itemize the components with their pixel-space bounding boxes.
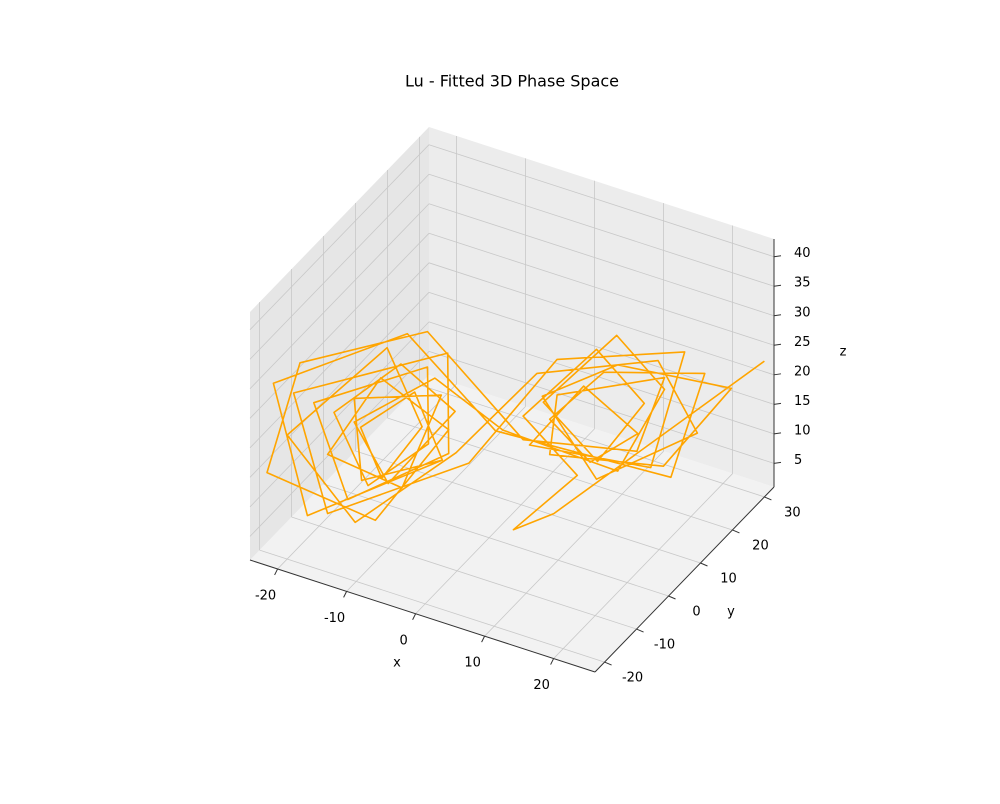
- grid-line: [387, 417, 733, 531]
- grid-line: [249, 173, 430, 360]
- y-tick: [668, 595, 676, 600]
- x-tick: [481, 635, 486, 643]
- z-tick-label: 5: [794, 453, 802, 468]
- left-pane: [250, 127, 429, 560]
- z-tick-label: 40: [794, 246, 811, 261]
- grid-line: [249, 351, 430, 537]
- back-pane: [429, 127, 774, 487]
- y-tick-label: 20: [752, 538, 769, 553]
- x-tick-label: 10: [464, 656, 481, 671]
- grid-line: [553, 473, 733, 659]
- z-tick-label: 15: [794, 394, 811, 409]
- y-tick-label: 30: [784, 505, 801, 520]
- grid-line: [249, 233, 430, 419]
- grid-line: [249, 144, 430, 330]
- y-tick: [636, 628, 644, 633]
- grid-line: [291, 516, 637, 630]
- z-tick: [773, 461, 782, 464]
- grid-line: [428, 232, 775, 346]
- grid-line: [259, 549, 605, 663]
- x-tick-label: -10: [324, 611, 345, 626]
- grid-line: [428, 203, 775, 317]
- grid-line: [428, 173, 775, 287]
- grid-line: [277, 383, 457, 570]
- chart-title: Lu - Fitted 3D Phase Space: [405, 72, 619, 91]
- trajectory: [266, 330, 765, 531]
- y-tick-label: 0: [692, 605, 700, 620]
- y-axis-label: y: [727, 605, 735, 620]
- y-tick: [732, 529, 740, 534]
- y-tick: [604, 661, 612, 666]
- grid-line: [323, 483, 669, 597]
- z-tick: [773, 314, 782, 317]
- grid-line: [415, 428, 595, 615]
- grid-line: [428, 351, 775, 464]
- z-tick-label: 20: [794, 364, 811, 379]
- z-tick-label: 30: [794, 305, 811, 320]
- y-tick: [764, 496, 772, 501]
- x-tick: [412, 613, 417, 620]
- y-axis-line: [594, 486, 775, 673]
- y-tick-label: -20: [622, 671, 643, 686]
- z-tick: [773, 284, 782, 287]
- grid-line: [484, 450, 664, 637]
- x-axis-label: x: [393, 656, 401, 671]
- y-tick-label: -10: [654, 638, 675, 653]
- z-tick-label: 10: [794, 423, 811, 438]
- z-tick-label: 35: [794, 276, 811, 291]
- grid-line: [346, 406, 526, 592]
- x-tick-label: 0: [399, 633, 407, 648]
- y-tick-label: 10: [720, 571, 737, 586]
- grid-line: [249, 292, 430, 478]
- grid-line: [249, 321, 430, 508]
- grid-line: [249, 262, 430, 449]
- x-tick-label: 20: [533, 678, 550, 693]
- grid-line: [428, 144, 775, 258]
- x-tick: [274, 568, 279, 576]
- z-tick: [773, 402, 782, 405]
- grid-line: [419, 384, 765, 498]
- z-tick: [773, 373, 782, 376]
- x-tick: [550, 658, 555, 665]
- z-axis-label: z: [840, 345, 847, 360]
- x-axis-line: [249, 559, 596, 673]
- y-tick: [700, 562, 708, 567]
- x-tick-label: -20: [255, 588, 276, 603]
- grid-line: [428, 321, 775, 435]
- z-tick: [773, 343, 782, 346]
- x-tick: [343, 591, 348, 598]
- grid-line: [428, 262, 775, 376]
- z-tick-label: 25: [794, 335, 811, 350]
- grid-line: [249, 203, 430, 390]
- z-tick: [773, 255, 782, 258]
- z-tick: [773, 432, 782, 435]
